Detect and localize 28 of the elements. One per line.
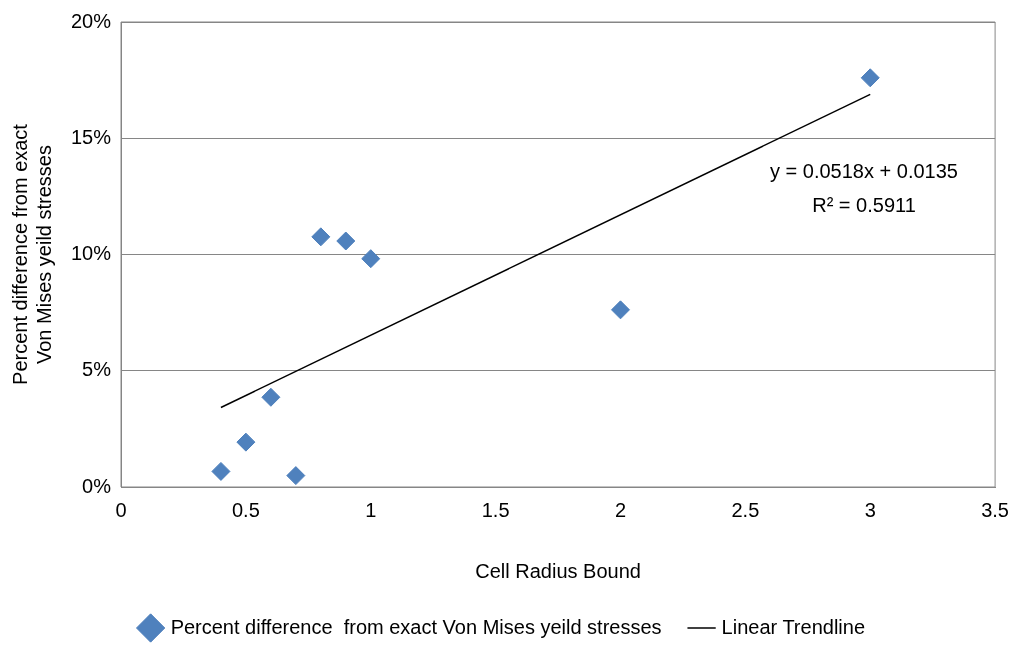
point [611, 300, 630, 320]
point [361, 249, 381, 269]
point [286, 466, 306, 486]
x-tick-label: 0 [115, 498, 127, 521]
point [211, 461, 231, 481]
legend-label: Percent difference from exact Von Mises yeild stresses [170, 615, 662, 638]
point [860, 68, 880, 88]
point [261, 387, 281, 407]
annotation: R² = 0.5911 [812, 193, 916, 216]
y-tick-label: 15% [71, 125, 112, 148]
x-tick-label: 2 [614, 498, 627, 521]
x-tick-label: 1 [365, 498, 377, 521]
point [311, 227, 331, 247]
x-tick-label: 0.5 [231, 498, 260, 521]
y-axis-title: Percent difference from exact Von Mises yeild stresses [8, 123, 55, 385]
y-tick-label: 20% [71, 9, 112, 32]
x-axis-title: Cell Radius Bound [475, 559, 641, 582]
y-tick-label: 10% [71, 242, 112, 265]
x-tick-label: 2.5 [731, 498, 760, 521]
legend-label: Linear Trendline [721, 615, 866, 638]
point [336, 231, 356, 251]
x-tick-label: 1.5 [481, 498, 510, 521]
point [236, 432, 256, 452]
y-tick-label: 0% [82, 474, 112, 497]
x-tick-label: 3 [864, 498, 876, 521]
x-tick-label: 3.5 [981, 498, 1009, 521]
y-tick-label: 5% [82, 358, 112, 381]
annotation: y = 0.0518x + 0.0135 [770, 159, 958, 182]
